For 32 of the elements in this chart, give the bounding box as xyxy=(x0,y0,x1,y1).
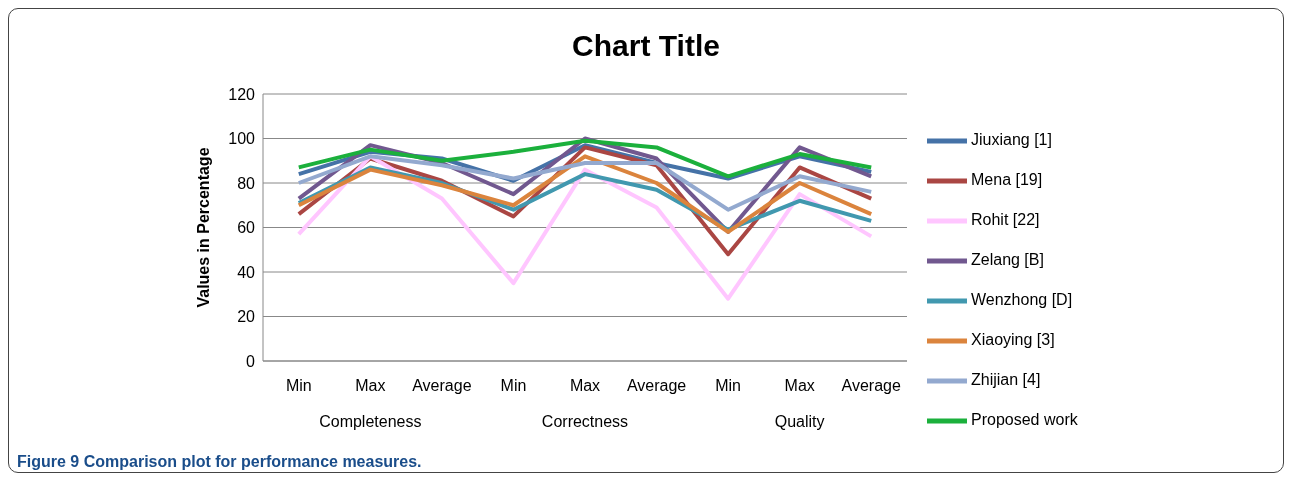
x-tick-label: Average xyxy=(626,377,687,394)
y-tick-label: 100 xyxy=(228,130,256,148)
y-tick-label: 40 xyxy=(237,263,256,281)
x-tick-label: Average xyxy=(841,377,901,394)
legend-label: Rohit [22] xyxy=(971,211,1040,229)
caption: Figure 9 Comparison plot for performance measures. xyxy=(17,453,422,471)
y-tick-label: 20 xyxy=(237,308,256,326)
chart-title: Chart Title xyxy=(571,29,721,63)
legend-label: Zhijian [4] xyxy=(971,371,1041,389)
text: Correctness xyxy=(540,413,630,431)
legend-label: Wenzhong [D] xyxy=(971,291,1073,309)
y-tick-label: 120 xyxy=(228,85,256,103)
y-tick-label: 0 xyxy=(246,352,256,370)
x-tick-label: Max xyxy=(569,377,601,394)
text: Completeness xyxy=(318,413,423,431)
legend-label: Zelang [B] xyxy=(971,251,1044,269)
x-tick-label: Max xyxy=(784,377,815,394)
x-tick-label: Min xyxy=(285,377,312,394)
legend-label: Jiuxiang [1] xyxy=(971,131,1052,149)
x-tick-label: Min xyxy=(500,377,527,394)
legend-label: Xiaoying [3] xyxy=(971,331,1055,349)
x-tick-label: Min xyxy=(715,377,741,394)
y-tick-label: 80 xyxy=(237,174,256,192)
legend-label: Mena [19] xyxy=(971,171,1043,189)
y-axis-title: Values in Percentage xyxy=(194,147,212,308)
legend-label: Proposed work xyxy=(971,411,1078,429)
x-tick-label: Average xyxy=(412,377,472,394)
line-series xyxy=(296,154,874,212)
y-tick-label: 60 xyxy=(237,219,256,237)
x-tick-label: Max xyxy=(355,377,386,394)
line-series xyxy=(296,154,874,234)
text: Quality xyxy=(773,413,826,431)
